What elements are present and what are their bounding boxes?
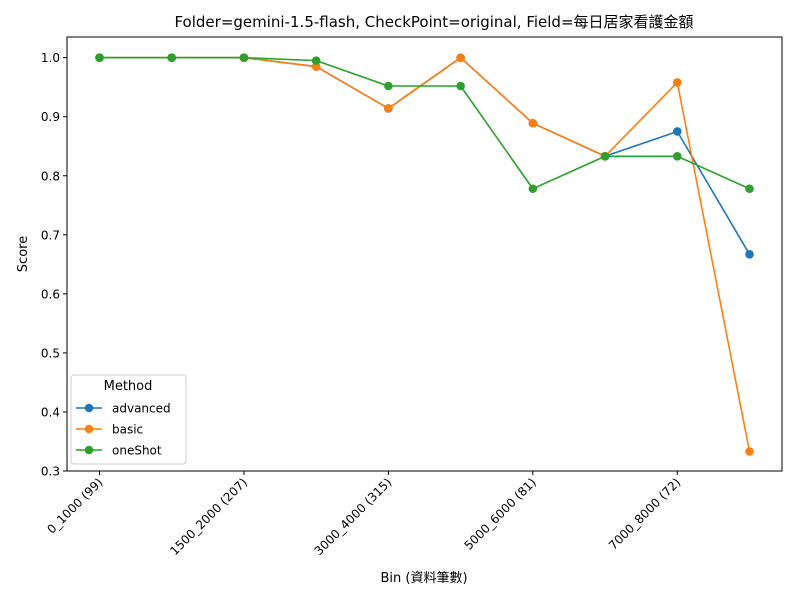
y-tick-label: 0.7 bbox=[41, 228, 60, 242]
x-tick-label: 0_1000 (99) bbox=[44, 475, 105, 536]
legend-marker-advanced bbox=[84, 403, 94, 413]
legend-title: Method bbox=[104, 379, 153, 394]
data-point-oneShot bbox=[672, 151, 682, 161]
y-tick-label: 1.0 bbox=[41, 51, 60, 65]
x-tick-label: 1500_2000 (207) bbox=[167, 475, 250, 558]
y-axis: 0.3 0.4 0.5 0.6 0.7 0.8 0.9 1.0 bbox=[41, 51, 67, 479]
series-layer bbox=[95, 53, 754, 456]
legend-marker-basic bbox=[84, 424, 94, 434]
data-point-oneShot bbox=[384, 81, 393, 91]
data-point-oneShot bbox=[745, 184, 754, 194]
data-point-oneShot bbox=[239, 53, 249, 62]
plot-frame bbox=[66, 36, 783, 472]
data-point-oneShot bbox=[528, 184, 538, 194]
data-point-basic bbox=[745, 447, 754, 456]
legend-label-oneShot: oneShot bbox=[112, 444, 162, 458]
y-tick-label: 0.9 bbox=[41, 110, 60, 124]
y-tick-label: 0.6 bbox=[41, 287, 60, 301]
x-tick-label: 7000_8000 (72) bbox=[606, 475, 683, 552]
data-point-basic bbox=[456, 53, 465, 62]
data-point-basic bbox=[384, 104, 393, 113]
legend: Method advanced basic oneShot bbox=[70, 374, 187, 465]
y-tick-label: 0.5 bbox=[41, 346, 60, 360]
data-point-oneShot bbox=[167, 53, 177, 62]
legend-frame bbox=[70, 374, 187, 465]
y-axis-label: Score bbox=[16, 236, 31, 272]
y-tick-label: 0.8 bbox=[41, 169, 60, 183]
legend-marker-oneShot bbox=[84, 445, 94, 455]
chart-title: Folder=gemini-1.5-flash, CheckPoint=orig… bbox=[174, 13, 693, 31]
x-tick-label: 5000_6000 (81) bbox=[462, 475, 539, 552]
x-axis-label: Bin (資料筆數) bbox=[380, 571, 467, 586]
y-tick-label: 0.3 bbox=[41, 465, 60, 479]
data-point-basic bbox=[672, 78, 682, 87]
legend-label-advanced: advanced bbox=[112, 402, 171, 416]
data-point-oneShot bbox=[456, 81, 465, 91]
data-point-basic bbox=[311, 62, 321, 71]
x-axis: 0_1000 (99) 1500_2000 (207) 3000_4000 (315… bbox=[44, 471, 683, 558]
data-point-advanced bbox=[745, 249, 754, 259]
data-point-basic bbox=[528, 118, 538, 128]
legend-label-basic: basic bbox=[112, 423, 143, 437]
series-oneShot bbox=[95, 53, 754, 194]
x-tick-label: 3000_4000 (315) bbox=[312, 475, 395, 558]
data-point-oneShot bbox=[311, 56, 321, 65]
legend-items: advanced basic oneShot bbox=[76, 402, 171, 458]
data-point-oneShot bbox=[600, 151, 610, 161]
y-tick-label: 0.4 bbox=[41, 405, 60, 419]
data-point-advanced bbox=[672, 127, 682, 136]
data-point-oneShot bbox=[95, 53, 104, 62]
series-line-oneShot bbox=[99, 56, 750, 190]
